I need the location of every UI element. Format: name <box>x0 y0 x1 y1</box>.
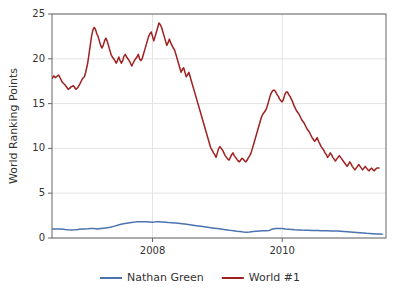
grid-line-y <box>52 103 386 104</box>
legend-label: Nathan Green <box>127 271 204 284</box>
grid <box>52 14 386 238</box>
legend-swatch <box>222 277 244 279</box>
y-axis: 0 5 10 15 20 25 <box>32 8 52 243</box>
tick-label-x: 2010 <box>270 245 295 256</box>
tick-x <box>282 238 283 242</box>
tick-label-y: 10 <box>32 142 45 153</box>
grid-line-y <box>52 193 386 194</box>
y-axis-label: World Ranking Points <box>7 68 20 184</box>
legend-label: World #1 <box>249 271 300 284</box>
tick-y <box>48 193 52 194</box>
legend-swatch <box>100 277 122 279</box>
tick-label-y: 15 <box>32 98 45 109</box>
legend-item: World #1 <box>222 271 300 284</box>
tick-label-y: 20 <box>32 53 45 64</box>
chart: 0 5 10 15 20 25 2008 2010 World Ranking Points Na… <box>0 0 400 300</box>
tick-label-y: 5 <box>39 187 45 198</box>
tick-label-y: 0 <box>39 232 45 243</box>
grid-line-x <box>282 14 283 238</box>
series-line <box>52 222 383 235</box>
legend: Nathan Green World #1 <box>100 271 300 284</box>
lines <box>52 23 383 234</box>
plot-frame <box>52 14 386 238</box>
tick-label-y: 25 <box>32 8 45 19</box>
tick-y <box>48 148 52 149</box>
tick-y <box>48 58 52 59</box>
grid-line-y <box>52 58 386 59</box>
tick-y <box>48 238 52 239</box>
tick-y <box>48 14 52 15</box>
tick-x <box>152 238 153 242</box>
tick-y <box>48 103 52 104</box>
tick-label-x: 2008 <box>140 245 165 256</box>
series-line <box>52 23 380 171</box>
grid-line-x <box>152 14 153 238</box>
x-axis: 2008 2010 <box>140 238 295 256</box>
legend-item: Nathan Green <box>100 271 204 284</box>
